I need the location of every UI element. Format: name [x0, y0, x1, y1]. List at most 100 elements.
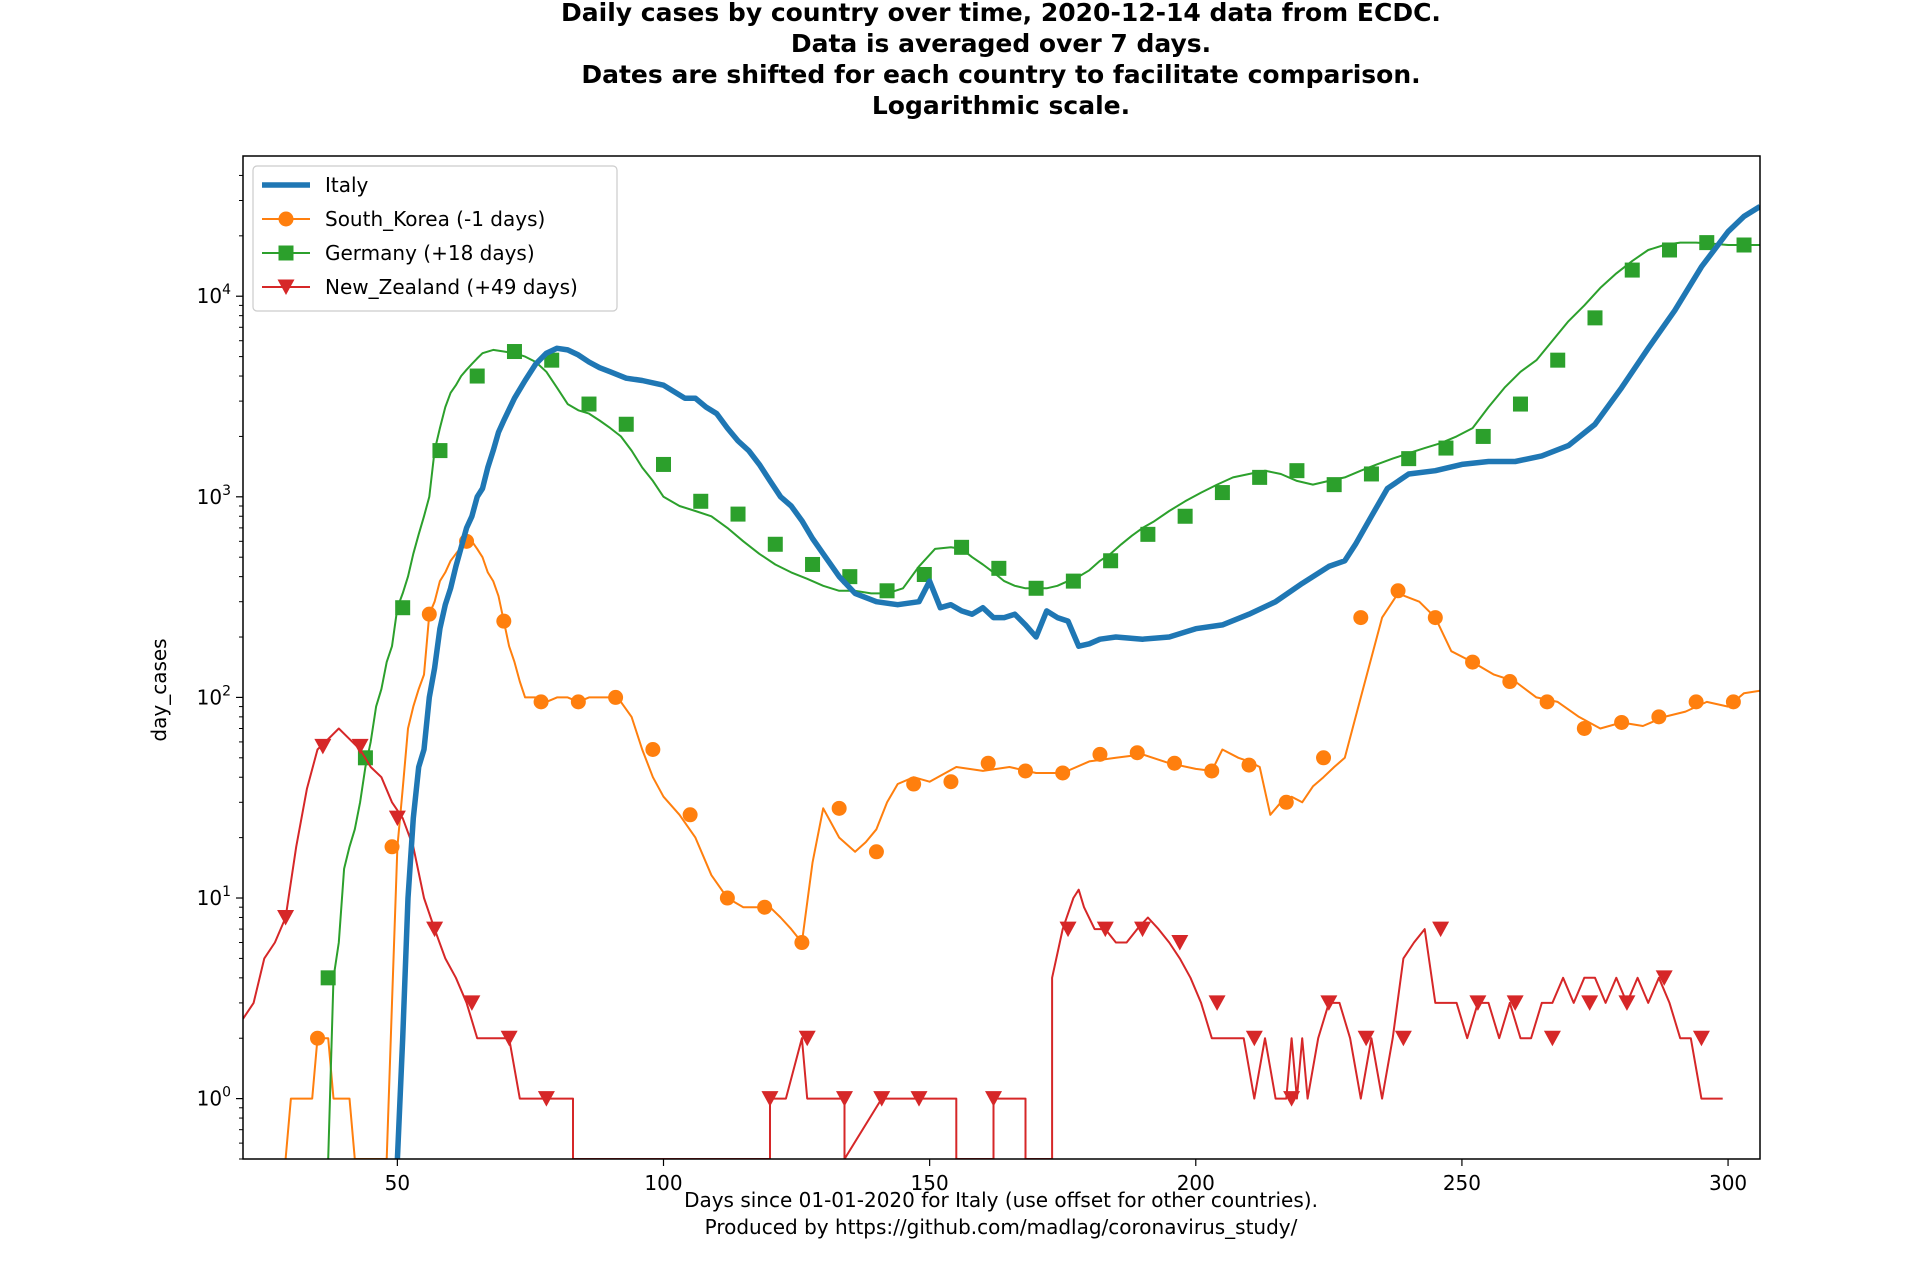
- data-point: [310, 1030, 326, 1046]
- data-point: [1581, 995, 1599, 1011]
- data-point: [1055, 765, 1071, 781]
- data-point: [581, 396, 597, 412]
- data-point: [1725, 694, 1741, 710]
- data-point: [1651, 709, 1667, 725]
- data-point: [835, 1091, 853, 1107]
- legend-marker: [277, 279, 295, 295]
- plot-area: [242, 155, 1761, 1160]
- data-point: [879, 583, 895, 599]
- data-point: [1512, 396, 1528, 412]
- data-point: [1390, 583, 1406, 599]
- data-point: [1208, 995, 1226, 1011]
- y-tick-label: 101: [197, 884, 231, 910]
- data-point: [943, 774, 959, 790]
- data-point: [432, 443, 448, 459]
- legend-marker: [278, 211, 294, 227]
- series-line-0: [394, 204, 1760, 1159]
- data-point: [388, 810, 406, 827]
- data-point: [1401, 451, 1417, 467]
- x-tick-label: 250: [1443, 1171, 1481, 1195]
- y-tick-label: 103: [197, 483, 231, 509]
- data-point: [1028, 580, 1044, 596]
- data-point: [463, 995, 481, 1011]
- data-point: [1140, 526, 1156, 542]
- data-point: [991, 560, 1007, 576]
- data-point: [1427, 610, 1443, 626]
- data-point: [1214, 485, 1230, 501]
- axes-frame: [242, 155, 1761, 1160]
- data-point: [1699, 235, 1715, 251]
- data-point: [1662, 242, 1678, 258]
- series-line-3: [243, 727, 1723, 1159]
- data-point: [645, 741, 661, 757]
- data-point: [1576, 720, 1592, 736]
- x-tick-label: 50: [385, 1171, 410, 1195]
- x-axis-label-line: Produced by https://github.com/madlag/co…: [705, 1215, 1298, 1239]
- x-axis-label: Days since 01-01-2020 for Italy (use off…: [684, 1188, 1318, 1239]
- data-point: [1688, 694, 1704, 710]
- data-point: [1655, 970, 1673, 986]
- data-point: [1252, 469, 1268, 485]
- data-point: [426, 921, 444, 938]
- data-point: [1320, 995, 1338, 1011]
- data-point: [868, 844, 884, 860]
- data-point: [682, 807, 698, 823]
- data-point: [608, 689, 624, 705]
- title-line: Dates are shifted for each country to fa…: [581, 60, 1420, 89]
- data-point: [1353, 610, 1369, 626]
- chart-title: Daily cases by country over time, 2020-1…: [561, 0, 1441, 120]
- data-point: [1618, 995, 1636, 1011]
- series-line-1: [284, 540, 1760, 1159]
- data-point: [980, 755, 996, 771]
- data-point: [1092, 746, 1108, 762]
- legend-label: New_Zealand (+49 days): [325, 275, 578, 299]
- data-point: [1103, 553, 1119, 569]
- data-point: [277, 909, 295, 926]
- x-tick-label: 100: [644, 1171, 682, 1195]
- data-point: [544, 352, 560, 368]
- legend: Italy South_Korea (-1 days) Germany (+18 d…: [252, 165, 618, 312]
- data-point: [533, 694, 549, 710]
- data-point: [730, 506, 746, 522]
- title-line: Daily cases by country over time, 2020-1…: [561, 0, 1441, 27]
- data-point: [1134, 921, 1152, 938]
- data-point: [496, 613, 512, 629]
- data-point: [985, 1091, 1003, 1107]
- legend-label: Germany (+18 days): [325, 241, 535, 265]
- y-tick-label: 100: [197, 1085, 231, 1111]
- x-axis-ticks: 50 100 150 200 250 300: [385, 1159, 1747, 1195]
- legend-box: [252, 165, 618, 312]
- data-point: [1394, 1030, 1412, 1047]
- data-point: [1550, 352, 1566, 368]
- data-point: [1475, 428, 1491, 444]
- data-point: [1587, 310, 1603, 326]
- data-point: [1129, 745, 1145, 761]
- data-point: [719, 890, 735, 906]
- data-point: [906, 776, 922, 792]
- y-tick-label: 102: [197, 683, 231, 709]
- data-point: [1278, 794, 1294, 810]
- x-tick-label: 300: [1709, 1171, 1747, 1195]
- y-axis-ticks: 100 101 102 103 104: [197, 174, 243, 1160]
- data-point: [537, 1091, 555, 1107]
- data-point: [798, 1030, 816, 1047]
- data-point: [693, 493, 709, 509]
- data-point: [469, 368, 485, 384]
- data-point: [1543, 1030, 1561, 1047]
- data-point: [1096, 921, 1114, 938]
- data-point: [767, 536, 783, 552]
- data-point: [1438, 440, 1454, 456]
- data-point: [794, 935, 810, 951]
- data-point: [1171, 935, 1189, 951]
- data-point: [1177, 508, 1193, 524]
- data-point: [1289, 463, 1305, 479]
- x-tick-label: 200: [1177, 1171, 1215, 1195]
- data-point: [1065, 573, 1081, 589]
- data-point: [500, 1030, 518, 1047]
- data-point: [351, 738, 369, 755]
- data-point: [757, 899, 773, 915]
- data-point: [873, 1091, 891, 1107]
- data-point: [1363, 466, 1379, 482]
- data-point: [761, 1091, 779, 1107]
